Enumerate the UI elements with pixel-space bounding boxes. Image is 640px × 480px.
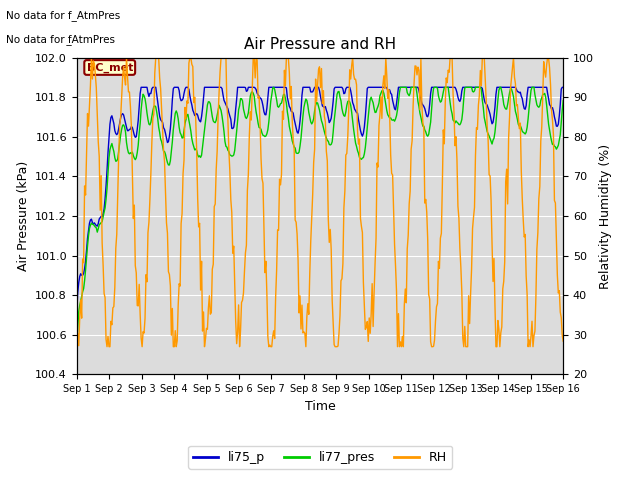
Text: BC_met: BC_met	[86, 62, 133, 72]
X-axis label: Time: Time	[305, 400, 335, 413]
Legend: li75_p, li77_pres, RH: li75_p, li77_pres, RH	[188, 446, 452, 469]
Text: No data for f_AtmPres: No data for f_AtmPres	[6, 10, 121, 21]
Title: Air Pressure and RH: Air Pressure and RH	[244, 37, 396, 52]
Text: No data for f̲AtmPres: No data for f̲AtmPres	[6, 34, 115, 45]
Y-axis label: Relativity Humidity (%): Relativity Humidity (%)	[600, 144, 612, 288]
Y-axis label: Air Pressure (kPa): Air Pressure (kPa)	[17, 161, 30, 271]
